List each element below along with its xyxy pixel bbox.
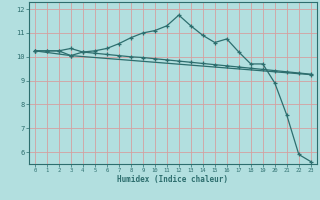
X-axis label: Humidex (Indice chaleur): Humidex (Indice chaleur): [117, 175, 228, 184]
